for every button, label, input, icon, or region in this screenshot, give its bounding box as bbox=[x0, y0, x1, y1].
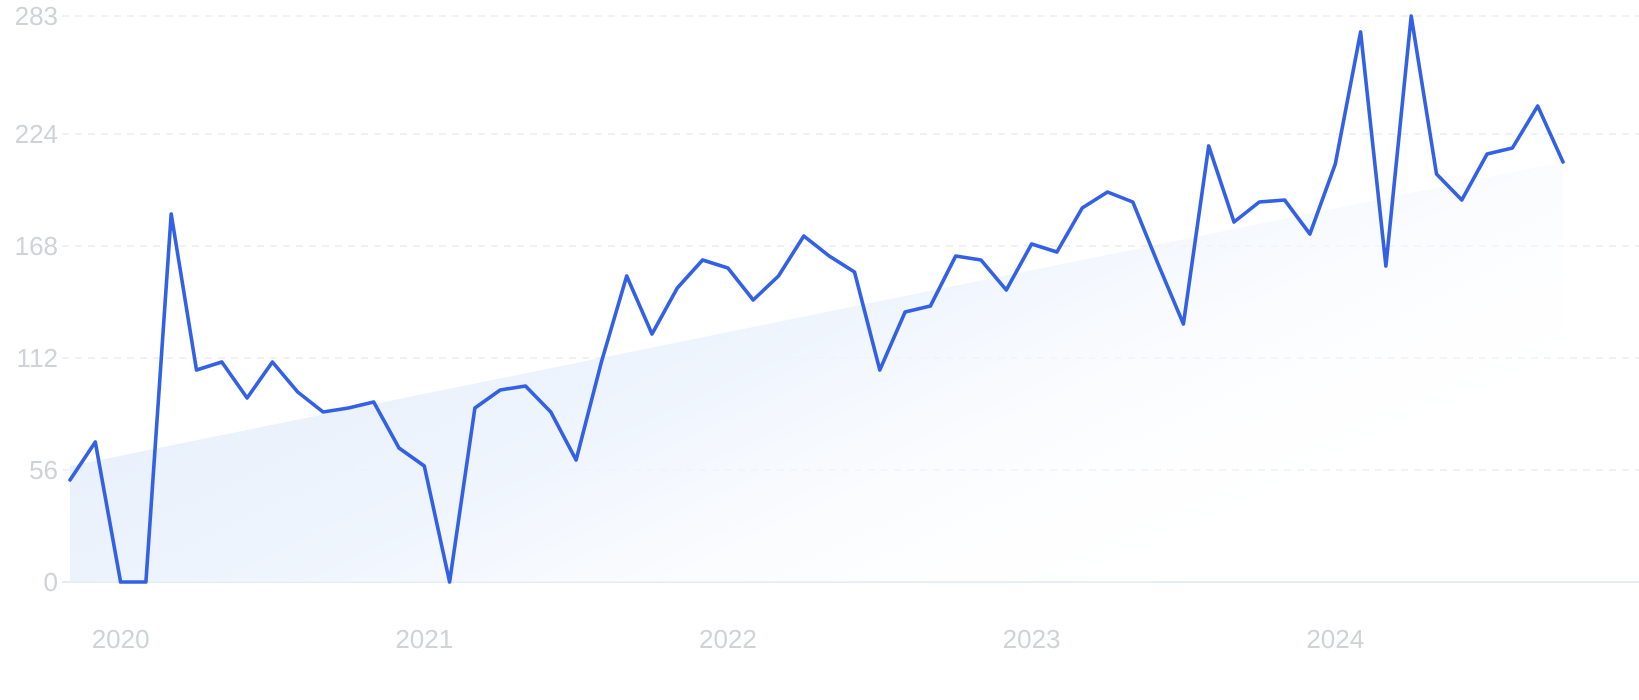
data-point bbox=[1307, 231, 1313, 237]
data-point bbox=[953, 253, 959, 259]
data-point bbox=[143, 579, 149, 585]
data-point bbox=[902, 309, 908, 315]
data-point bbox=[295, 389, 301, 395]
data-point bbox=[851, 269, 857, 275]
series-lines bbox=[68, 14, 1565, 584]
data-point bbox=[1535, 103, 1541, 109]
data-point bbox=[1383, 263, 1389, 269]
data-point bbox=[826, 253, 832, 259]
data-point bbox=[1358, 29, 1364, 35]
data-point bbox=[1408, 13, 1414, 19]
data-point bbox=[725, 265, 731, 271]
data-point bbox=[598, 359, 604, 365]
x-tick-label: 2022 bbox=[699, 624, 757, 654]
x-tick-label: 2023 bbox=[1003, 624, 1061, 654]
y-tick-label: 224 bbox=[15, 119, 58, 149]
data-point bbox=[396, 445, 402, 451]
data-point bbox=[1509, 145, 1515, 151]
data-point bbox=[801, 233, 807, 239]
data-point bbox=[219, 359, 225, 365]
series-line bbox=[68, 14, 1565, 584]
data-point bbox=[1560, 159, 1566, 165]
data-point bbox=[92, 439, 98, 445]
data-point bbox=[750, 297, 756, 303]
data-point bbox=[1079, 205, 1085, 211]
data-point bbox=[1105, 189, 1111, 195]
data-point bbox=[1484, 151, 1490, 157]
data-point bbox=[1433, 171, 1439, 177]
data-point bbox=[1155, 261, 1161, 267]
data-point bbox=[649, 331, 655, 337]
x-tick-label: 2024 bbox=[1306, 624, 1364, 654]
data-point bbox=[67, 477, 73, 483]
data-point bbox=[421, 463, 427, 469]
y-tick-label: 56 bbox=[29, 455, 58, 485]
x-axis-ticks: 2020 2021 2022 2023 2024 bbox=[92, 624, 1364, 654]
y-axis-ticks: 0 56 112 168 224 283 bbox=[15, 1, 58, 597]
data-point bbox=[194, 367, 200, 373]
data-point bbox=[927, 303, 933, 309]
data-point bbox=[269, 359, 275, 365]
data-point bbox=[1206, 143, 1212, 149]
data-point bbox=[371, 399, 377, 405]
y-tick-label: 283 bbox=[15, 1, 58, 31]
x-tick-label: 2021 bbox=[395, 624, 453, 654]
data-point bbox=[548, 409, 554, 415]
data-point bbox=[1231, 219, 1237, 225]
data-point bbox=[1130, 199, 1136, 205]
data-point bbox=[345, 405, 351, 411]
data-point bbox=[978, 257, 984, 263]
data-point bbox=[573, 457, 579, 463]
y-tick-label: 0 bbox=[44, 567, 58, 597]
data-point bbox=[1003, 287, 1009, 293]
data-point bbox=[320, 409, 326, 415]
data-point bbox=[624, 273, 630, 279]
data-point bbox=[1256, 199, 1262, 205]
data-point bbox=[1332, 161, 1338, 167]
data-point bbox=[700, 257, 706, 263]
data-point bbox=[497, 387, 503, 393]
trend-area-fill bbox=[70, 162, 1563, 582]
data-point bbox=[674, 285, 680, 291]
data-point bbox=[168, 211, 174, 217]
data-point bbox=[244, 395, 250, 401]
data-point bbox=[776, 273, 782, 279]
data-point bbox=[1459, 197, 1465, 203]
data-point bbox=[1282, 197, 1288, 203]
trend-area bbox=[70, 162, 1563, 582]
data-point bbox=[877, 367, 883, 373]
y-tick-label: 112 bbox=[17, 343, 58, 373]
data-point bbox=[118, 579, 124, 585]
y-tick-label: 168 bbox=[15, 231, 58, 261]
x-tick-label: 2020 bbox=[92, 624, 150, 654]
data-point bbox=[1180, 321, 1186, 327]
data-point bbox=[1029, 241, 1035, 247]
data-point bbox=[1054, 249, 1060, 255]
data-point bbox=[472, 405, 478, 411]
data-point bbox=[447, 579, 453, 585]
data-point bbox=[522, 383, 528, 389]
